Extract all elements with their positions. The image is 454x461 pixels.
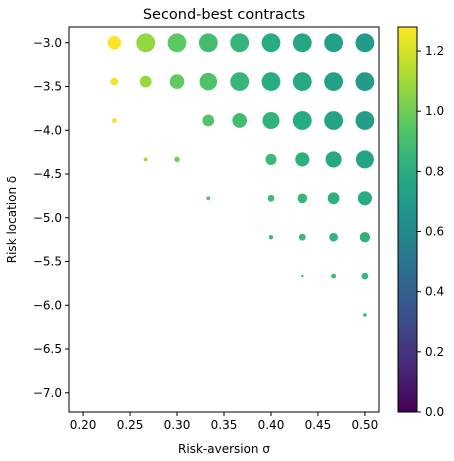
data-point <box>202 114 215 127</box>
x-tick-label: 0.50 <box>352 418 379 432</box>
data-point <box>301 274 304 278</box>
data-point <box>292 33 312 53</box>
data-point <box>297 193 308 204</box>
data-point <box>355 150 374 169</box>
data-point <box>324 72 344 92</box>
x-axis-ticks: 0.20 0.25 0.30 0.35 0.40 0.45 0.50 <box>70 412 379 432</box>
data-point <box>324 111 344 130</box>
colorbar-tick-label: 1.0 <box>425 104 444 118</box>
y-tick-label: −7.0 <box>33 386 62 400</box>
x-axis-label: Risk-aversion σ <box>178 442 270 456</box>
colorbar-frame <box>397 26 418 413</box>
colorbar-tick-label: 0.0 <box>425 405 444 419</box>
colorbar-tick-label: 0.4 <box>425 285 444 299</box>
data-point <box>298 233 306 241</box>
y-tick-label: −3.5 <box>33 80 62 94</box>
data-point <box>361 272 369 280</box>
data-point <box>169 74 185 89</box>
y-tick-label: −4.5 <box>33 167 62 181</box>
data-point <box>262 111 280 130</box>
data-point <box>331 273 336 279</box>
x-tick-label: 0.30 <box>164 418 191 432</box>
data-point <box>265 153 277 165</box>
data-point <box>174 156 180 163</box>
data-point <box>230 72 250 92</box>
y-tick-label: −4.0 <box>33 123 62 137</box>
y-tick-label: −6.0 <box>33 298 62 312</box>
data-point <box>136 33 156 53</box>
data-point <box>107 36 122 50</box>
colorbar-tick-label: 0.2 <box>425 345 444 359</box>
colorbar-tick-label: 1.2 <box>425 44 444 58</box>
data-point <box>355 72 375 92</box>
data-point <box>355 33 375 53</box>
data-point <box>167 33 187 53</box>
data-point <box>295 152 310 167</box>
data-point <box>357 191 372 206</box>
plot-points <box>107 33 375 317</box>
data-point <box>261 72 281 92</box>
colorbar-tick-label: 0.8 <box>425 164 444 178</box>
y-tick-label: −3.0 <box>33 36 62 50</box>
data-point <box>112 118 117 123</box>
data-point <box>363 313 367 317</box>
data-point <box>139 75 152 88</box>
y-tick-label: −6.5 <box>33 342 62 356</box>
x-tick-label: 0.45 <box>305 418 332 432</box>
data-point <box>261 33 281 53</box>
data-point <box>329 232 338 242</box>
data-point <box>267 194 275 202</box>
x-tick-label: 0.20 <box>70 418 97 432</box>
colorbar-ticks: 0.0 0.2 0.4 0.6 0.8 1.0 1.2 <box>417 44 444 419</box>
data-point <box>268 235 274 240</box>
data-point <box>355 111 375 130</box>
data-point <box>327 192 340 205</box>
chart-title: Second-best contracts <box>143 7 305 23</box>
data-point <box>206 196 211 201</box>
y-tick-label: −5.0 <box>33 211 62 225</box>
data-point <box>359 232 371 243</box>
y-axis-ticks: −3.0 −3.5 −4.0 −4.5 −5.0 −5.5 −6.0 −6.5 −7.0 <box>33 36 69 400</box>
data-point <box>143 157 148 162</box>
data-point <box>199 72 218 91</box>
data-point <box>232 113 248 128</box>
data-point <box>325 151 342 168</box>
data-point <box>198 33 218 53</box>
colorbar-tick-label: 0.6 <box>425 225 444 239</box>
x-tick-label: 0.35 <box>211 418 238 432</box>
x-tick-label: 0.25 <box>117 418 144 432</box>
data-point <box>230 33 250 53</box>
data-point <box>292 72 312 92</box>
y-tick-label: −5.5 <box>33 255 62 269</box>
data-point <box>324 33 344 53</box>
plot-frame <box>68 26 380 413</box>
x-tick-label: 0.40 <box>258 418 285 432</box>
data-point <box>110 77 119 86</box>
y-axis-label: Risk location δ <box>5 176 19 263</box>
data-point <box>292 111 312 130</box>
colorbar <box>398 27 417 412</box>
